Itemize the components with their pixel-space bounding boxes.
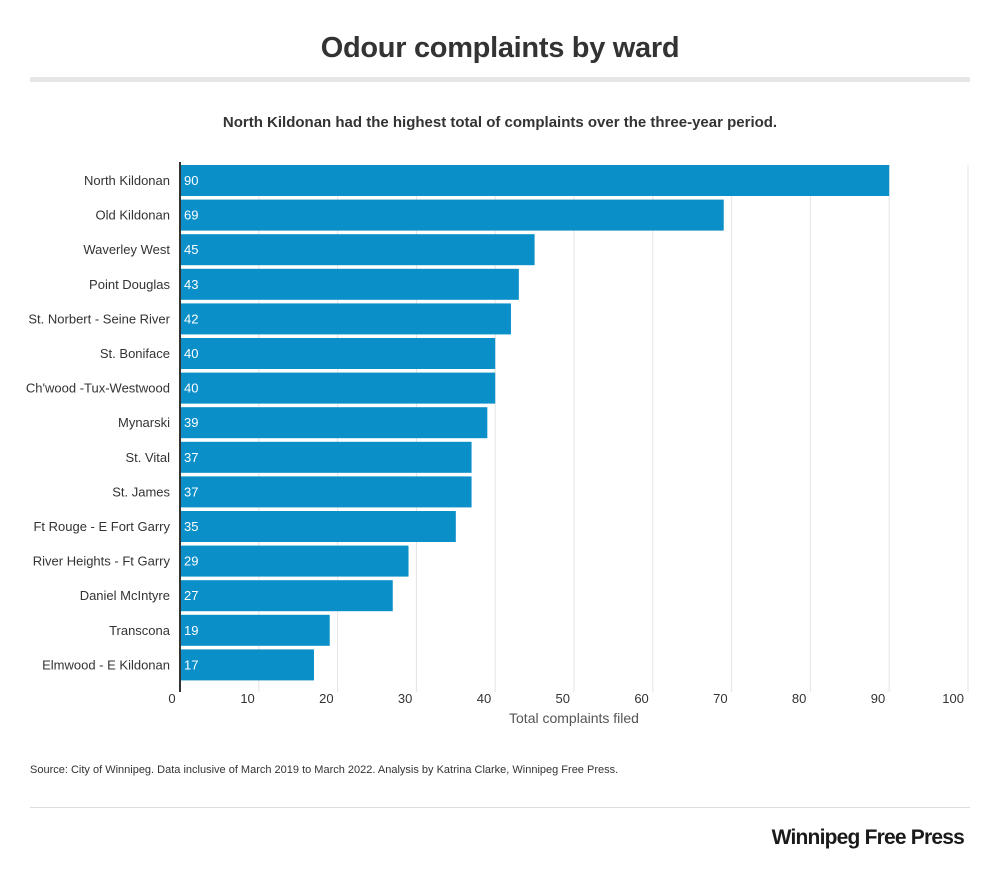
bar-14 <box>180 649 314 681</box>
chart-subtitle: North Kildonan had the highest total of … <box>222 114 778 131</box>
data-label-8: 37 <box>184 450 198 465</box>
footer-divider <box>30 807 970 808</box>
x-tick-label-1: 10 <box>240 691 254 706</box>
bar-8 <box>180 441 472 473</box>
data-label-3: 43 <box>184 277 198 292</box>
category-label-0: North Kildonan <box>84 173 170 188</box>
x-tick-label-6: 60 <box>634 691 648 706</box>
data-label-6: 40 <box>184 381 198 396</box>
bar-9 <box>180 476 472 508</box>
data-label-5: 40 <box>184 346 198 361</box>
title-divider <box>30 77 970 82</box>
data-label-0: 90 <box>184 173 198 188</box>
x-tick-label-7: 70 <box>713 691 727 706</box>
bar-7 <box>180 407 488 439</box>
data-label-4: 42 <box>184 311 198 326</box>
category-label-5: St. Boniface <box>100 346 170 361</box>
data-label-11: 29 <box>184 554 198 569</box>
category-label-6: Ch'wood -Tux-Westwood <box>26 381 170 396</box>
x-tick-label-10: 100 <box>942 691 964 706</box>
bar-4 <box>180 303 511 335</box>
x-tick-label-4: 40 <box>477 691 491 706</box>
source-note: Source: City of Winnipeg. Data inclusive… <box>30 764 619 776</box>
category-label-1: Old Kildonan <box>96 208 170 223</box>
category-label-2: Waverley West <box>83 242 170 257</box>
category-label-13: Transcona <box>109 623 171 638</box>
data-label-12: 27 <box>184 588 198 603</box>
brand-logo: Winnipeg Free Press <box>771 826 965 849</box>
bar-12 <box>180 580 393 612</box>
bar-11 <box>180 545 409 577</box>
data-label-9: 37 <box>184 484 198 499</box>
data-label-7: 39 <box>184 415 198 430</box>
bar-6 <box>180 372 496 404</box>
x-tick-label-9: 90 <box>871 691 885 706</box>
category-label-12: Daniel McIntyre <box>80 588 170 603</box>
category-label-7: Mynarski <box>118 415 170 430</box>
category-label-9: St. James <box>112 484 170 499</box>
x-tick-label-3: 30 <box>398 691 412 706</box>
data-label-13: 19 <box>184 623 198 638</box>
bar-2 <box>180 234 535 266</box>
category-label-10: Ft Rouge - E Fort Garry <box>33 519 170 534</box>
x-tick-label-5: 50 <box>556 691 570 706</box>
data-label-1: 69 <box>184 208 198 223</box>
chart-title: Odour complaints by ward <box>320 32 680 64</box>
x-tick-label-2: 20 <box>319 691 333 706</box>
category-label-8: St. Vital <box>125 450 170 465</box>
category-label-3: Point Douglas <box>89 277 170 292</box>
bar-13 <box>180 614 330 646</box>
bar-chart: 90 North Kildonan 69 Old Kildonan 45 Waverley… <box>26 162 969 726</box>
data-label-10: 35 <box>184 519 198 534</box>
x-tick-label-0: 0 <box>168 691 175 706</box>
bar-5 <box>180 338 496 369</box>
x-tick-label-8: 80 <box>792 691 806 706</box>
bar-10 <box>180 511 456 542</box>
data-label-2: 45 <box>184 242 198 257</box>
bar-0 <box>180 165 890 196</box>
bar-1 <box>180 199 724 231</box>
bar-3 <box>180 268 519 300</box>
data-label-14: 17 <box>184 657 198 672</box>
category-label-11: River Heights - Ft Garry <box>33 554 171 569</box>
category-label-4: St. Norbert - Seine River <box>28 311 170 326</box>
x-axis-title: Total complaints filed <box>509 710 639 726</box>
category-label-14: Elmwood - E Kildonan <box>42 657 170 672</box>
